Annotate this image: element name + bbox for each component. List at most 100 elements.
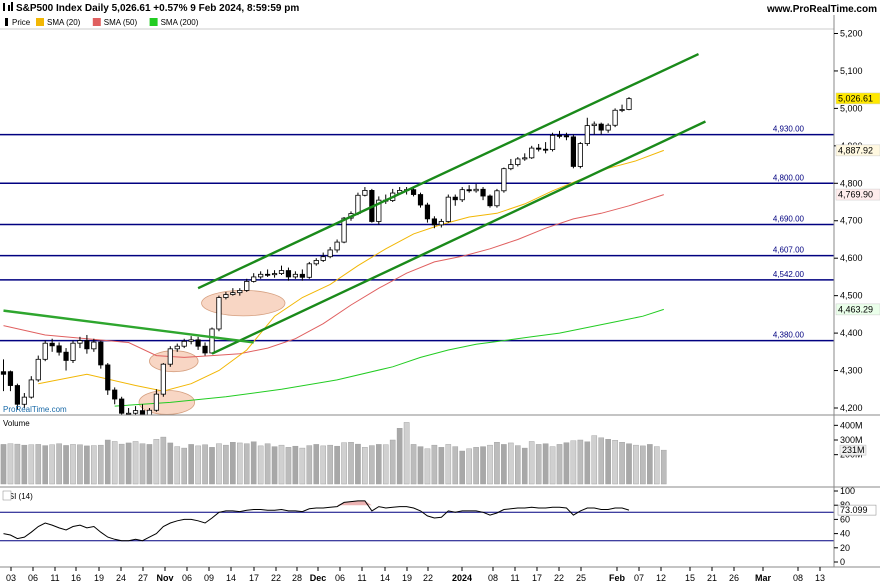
x-tick-label: 06 bbox=[28, 573, 38, 583]
volume-bar bbox=[521, 447, 528, 485]
level-label: 4,542.00 bbox=[773, 270, 805, 279]
x-tick-label: 16 bbox=[71, 573, 81, 583]
candle-body bbox=[0, 371, 7, 375]
price-panel[interactable]: 4,930.00 4,800.00 4,690.00 4,607.00 4,542.00… bbox=[0, 53, 834, 425]
candle-body bbox=[584, 125, 590, 144]
volume-bar bbox=[369, 445, 375, 485]
level-label: 4,930.00 bbox=[773, 125, 805, 134]
candle-body bbox=[591, 123, 597, 127]
candle-body bbox=[549, 134, 556, 150]
volume-value-tag-bg bbox=[839, 444, 867, 456]
candle-body bbox=[70, 342, 76, 361]
level-label: 4,690.00 bbox=[773, 214, 805, 223]
candle-body bbox=[320, 256, 326, 261]
volume-bar bbox=[598, 437, 604, 485]
volume-bar bbox=[153, 439, 160, 485]
candle-body bbox=[21, 396, 27, 405]
volume-bar bbox=[362, 447, 368, 485]
rsi-tick-label: 40 bbox=[840, 529, 850, 539]
x-tick-label: Nov bbox=[156, 573, 173, 583]
rsi-panel[interactable]: RSI (14) bbox=[0, 490, 834, 542]
candle-body bbox=[626, 98, 632, 110]
x-tick-label: 19 bbox=[402, 573, 412, 583]
x-tick-label: 08 bbox=[488, 573, 498, 583]
candle-body bbox=[98, 341, 104, 366]
volume-bar bbox=[633, 444, 639, 485]
candle-body bbox=[56, 345, 62, 353]
candle-body bbox=[63, 351, 69, 361]
legend-label: SMA (20) bbox=[47, 18, 81, 27]
y-tick-label: 4,500 bbox=[840, 291, 863, 301]
volume-bar bbox=[202, 444, 208, 485]
volume-bar bbox=[473, 447, 479, 485]
volume-bar bbox=[494, 442, 500, 485]
last-price-tag-bg bbox=[835, 92, 880, 105]
legend-label: SMA (200) bbox=[161, 18, 199, 27]
y-tick-label: 4,200 bbox=[840, 403, 863, 413]
volume-bar bbox=[49, 444, 55, 485]
x-tick-label: 07 bbox=[634, 573, 644, 583]
candle-body bbox=[42, 342, 48, 360]
axes: 5,2005,1005,0004,9004,8004,7004,6004,500… bbox=[0, 15, 880, 583]
volume-bar bbox=[264, 443, 271, 485]
candle-body bbox=[160, 363, 166, 395]
volume-bar bbox=[452, 446, 459, 485]
volume-bar bbox=[21, 444, 28, 485]
volume-bar bbox=[320, 445, 327, 485]
legend-label: SMA (50) bbox=[104, 18, 138, 27]
candle-body bbox=[181, 340, 187, 347]
volume-bar bbox=[14, 443, 21, 485]
volume-bar bbox=[612, 440, 618, 485]
candle-body bbox=[341, 217, 347, 243]
volume-bar bbox=[271, 446, 278, 485]
rsi-title: RSI (14) bbox=[3, 492, 33, 501]
sma50-line bbox=[3, 194, 664, 358]
highlight-ellipse bbox=[149, 350, 199, 373]
candle-body bbox=[313, 260, 319, 265]
rsi-tick-label: 60 bbox=[840, 514, 850, 524]
volume-bar bbox=[63, 445, 69, 485]
candle-body bbox=[91, 341, 97, 350]
legend-label: Price bbox=[12, 18, 31, 27]
volume-bar bbox=[376, 444, 382, 485]
volume-bar bbox=[341, 442, 347, 485]
channel-upper-line bbox=[197, 53, 700, 290]
volume-bar bbox=[167, 442, 174, 485]
candle-body bbox=[355, 194, 361, 215]
volume-bar bbox=[181, 447, 188, 485]
volume-bar bbox=[619, 442, 625, 485]
candle-body bbox=[543, 148, 549, 151]
candle-body bbox=[459, 189, 465, 201]
volume-bar bbox=[77, 444, 83, 485]
candle-body bbox=[77, 340, 83, 344]
volume-bar bbox=[285, 447, 292, 485]
volume-panel[interactable]: Volume bbox=[0, 419, 667, 485]
x-tick-label: 03 bbox=[6, 573, 16, 583]
level-label: 4,380.00 bbox=[773, 331, 805, 340]
volume-bar bbox=[355, 443, 361, 485]
x-tick-label: 17 bbox=[249, 573, 259, 583]
volume-bar bbox=[654, 446, 660, 485]
candle-body bbox=[28, 379, 34, 398]
volume-bar bbox=[223, 444, 229, 485]
candle-body bbox=[14, 385, 20, 405]
volume-bar bbox=[146, 444, 153, 485]
candle-body bbox=[188, 339, 194, 342]
candle-body bbox=[306, 263, 312, 278]
volume-bar bbox=[327, 444, 333, 485]
x-tick-label: 14 bbox=[226, 573, 236, 583]
legend-swatch bbox=[92, 18, 101, 26]
candle-body bbox=[494, 190, 500, 207]
volume-tick-label: 300M bbox=[840, 435, 863, 445]
volume-bar bbox=[528, 441, 535, 485]
price-plot: 4,930.00 4,800.00 4,690.00 4,607.00 4,542.00… bbox=[0, 53, 834, 415]
volume-bar bbox=[410, 444, 417, 485]
candle-body bbox=[84, 340, 90, 350]
candle-body bbox=[417, 194, 424, 206]
volume-bar bbox=[139, 443, 146, 485]
rsi-tick-label: 20 bbox=[840, 543, 850, 553]
sma50-value-tag-bg bbox=[835, 188, 880, 201]
candle-icon bbox=[5, 18, 8, 26]
volume-bar bbox=[195, 445, 201, 485]
candle-body bbox=[264, 273, 271, 276]
